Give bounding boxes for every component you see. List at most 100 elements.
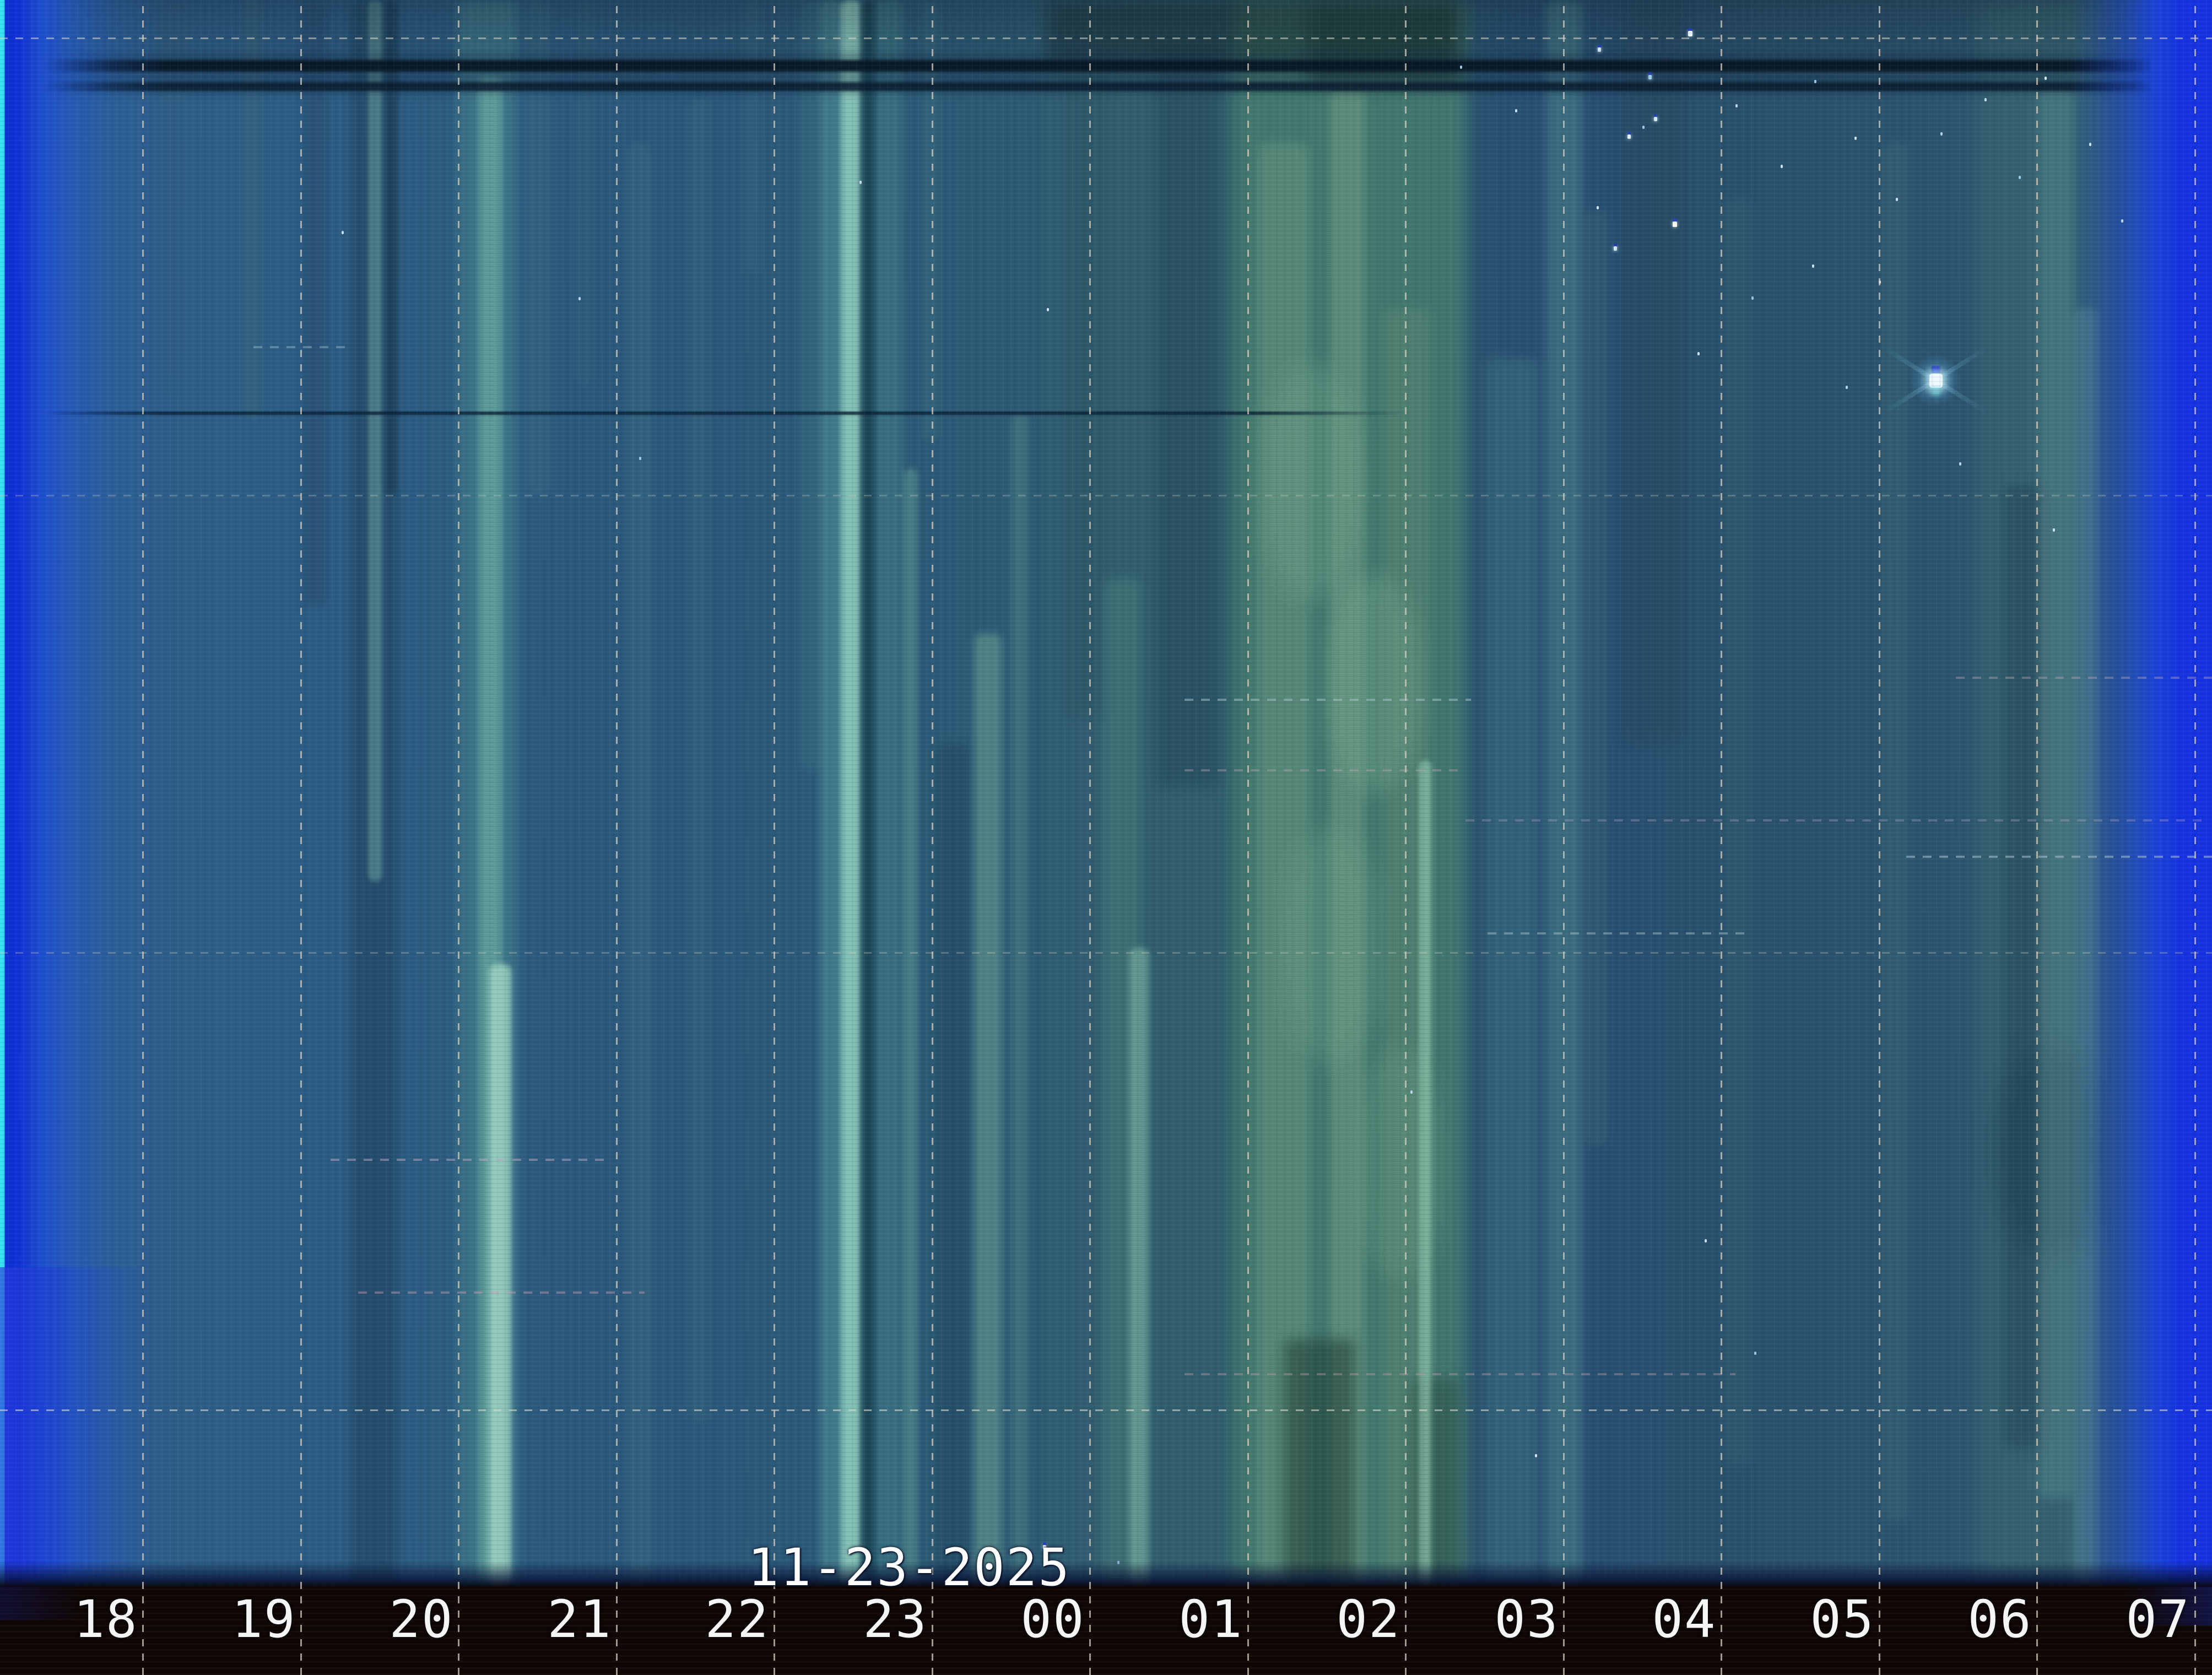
cloud-streak	[1155, 44, 1221, 788]
vertical-grid-line	[774, 0, 775, 1675]
star	[1642, 126, 1645, 129]
star	[1895, 198, 1899, 201]
hour-label: 23	[863, 1590, 928, 1650]
star	[1984, 98, 1987, 101]
star	[1613, 246, 1618, 251]
trail-dash	[1185, 699, 1471, 701]
hour-label: 00	[1020, 1590, 1085, 1650]
cloud-streak	[1623, 0, 1685, 744]
cloud-streak	[861, 0, 876, 1587]
cloud-streak	[876, 0, 902, 1587]
cloud-streak	[386, 0, 398, 496]
star	[1704, 1239, 1707, 1242]
trail-dash	[1906, 856, 2212, 858]
star	[1042, 1545, 1047, 1549]
hour-label: 05	[1810, 1590, 1875, 1650]
cloud-streak	[937, 744, 971, 1587]
cloud-streak	[1012, 413, 1028, 1587]
star	[1597, 47, 1602, 52]
star	[1672, 221, 1678, 228]
trail-dash	[1185, 1373, 1735, 1375]
star	[1534, 1454, 1538, 1457]
vertical-grid-line	[2036, 0, 2038, 1675]
cloud-streak	[1263, 364, 1362, 601]
dark-artifact-line-2	[0, 82, 2212, 91]
cloud-streak	[1284, 826, 1381, 1063]
bright-star-core	[1929, 374, 1943, 388]
cloud-streak	[690, 99, 710, 1422]
star	[1515, 109, 1518, 112]
trail-dash	[358, 1292, 645, 1294]
vertical-grid-line	[1089, 0, 1091, 1675]
vertical-grid-line	[458, 0, 459, 1675]
cloud-streak	[922, 0, 939, 441]
cloud-streak	[2003, 485, 2045, 1449]
cloud-streak	[1486, 358, 1539, 1587]
vertical-grid-line	[1247, 0, 1249, 1675]
star	[1648, 75, 1652, 79]
horizontal-grid-line	[0, 1409, 2212, 1411]
vertical-grid-line	[2194, 0, 2196, 1675]
star	[1410, 1090, 1413, 1094]
bright-star-blue-cap	[1932, 366, 1940, 374]
axis-bar-noise	[0, 1587, 2212, 1675]
cloud-streak	[1410, 1377, 1460, 1587]
hour-label: 20	[389, 1590, 454, 1650]
star	[1627, 134, 1631, 139]
star	[859, 181, 862, 184]
hour-label: 22	[705, 1590, 770, 1650]
cloud-streak	[1584, 209, 1609, 1146]
cloud-streak	[1722, 198, 1752, 1466]
trail-dash	[1488, 932, 1752, 934]
horizon-fade	[0, 1561, 2212, 1588]
twilight-edge-right	[2069, 0, 2212, 1587]
star	[1814, 80, 1817, 83]
vertical-grid-line	[1405, 0, 1407, 1675]
hour-label: 19	[231, 1590, 296, 1650]
star	[1751, 296, 1754, 300]
star	[1854, 137, 1857, 140]
star	[639, 457, 642, 460]
trail-dash	[1956, 677, 2212, 679]
star	[2052, 528, 2056, 532]
star	[2121, 219, 2124, 223]
cloud-streak	[489, 964, 511, 1587]
hour-label: 02	[1336, 1590, 1401, 1650]
star	[1653, 117, 1658, 121]
cloud-streak	[1882, 143, 1908, 1521]
hour-label: 06	[1967, 1590, 2032, 1650]
vertical-grid-line	[616, 0, 618, 1675]
star	[341, 231, 344, 234]
cloud-streak	[2038, 88, 2074, 1499]
trail-dash	[1185, 769, 1460, 771]
trail-dash	[253, 346, 353, 348]
time-axis-bar	[0, 1587, 2212, 1675]
cloud-streak	[302, 0, 327, 606]
vertical-grid-line	[300, 0, 302, 1675]
star	[1845, 386, 1848, 389]
vertical-grid-line	[142, 0, 144, 1675]
trail-dash	[331, 1159, 606, 1161]
star	[1780, 165, 1783, 168]
cloud-streak	[368, 0, 382, 882]
star	[1940, 132, 1943, 136]
star	[1046, 308, 1050, 311]
hour-label: 18	[73, 1590, 138, 1650]
cloud-streak	[904, 468, 918, 1587]
star	[1959, 462, 1962, 466]
cloud-streak	[1063, 55, 1107, 716]
twilight-edge-left-bottom	[0, 1267, 165, 1587]
star	[2089, 143, 2092, 146]
hour-label: 01	[1178, 1590, 1243, 1650]
horizontal-grid-line	[0, 952, 2212, 954]
star	[1735, 104, 1738, 107]
cloud-streak	[800, 0, 822, 771]
cloud-streak	[628, 143, 651, 1587]
axis-bar-left-tint	[0, 1587, 83, 1620]
star	[1754, 1352, 1757, 1355]
star	[1688, 30, 1693, 37]
